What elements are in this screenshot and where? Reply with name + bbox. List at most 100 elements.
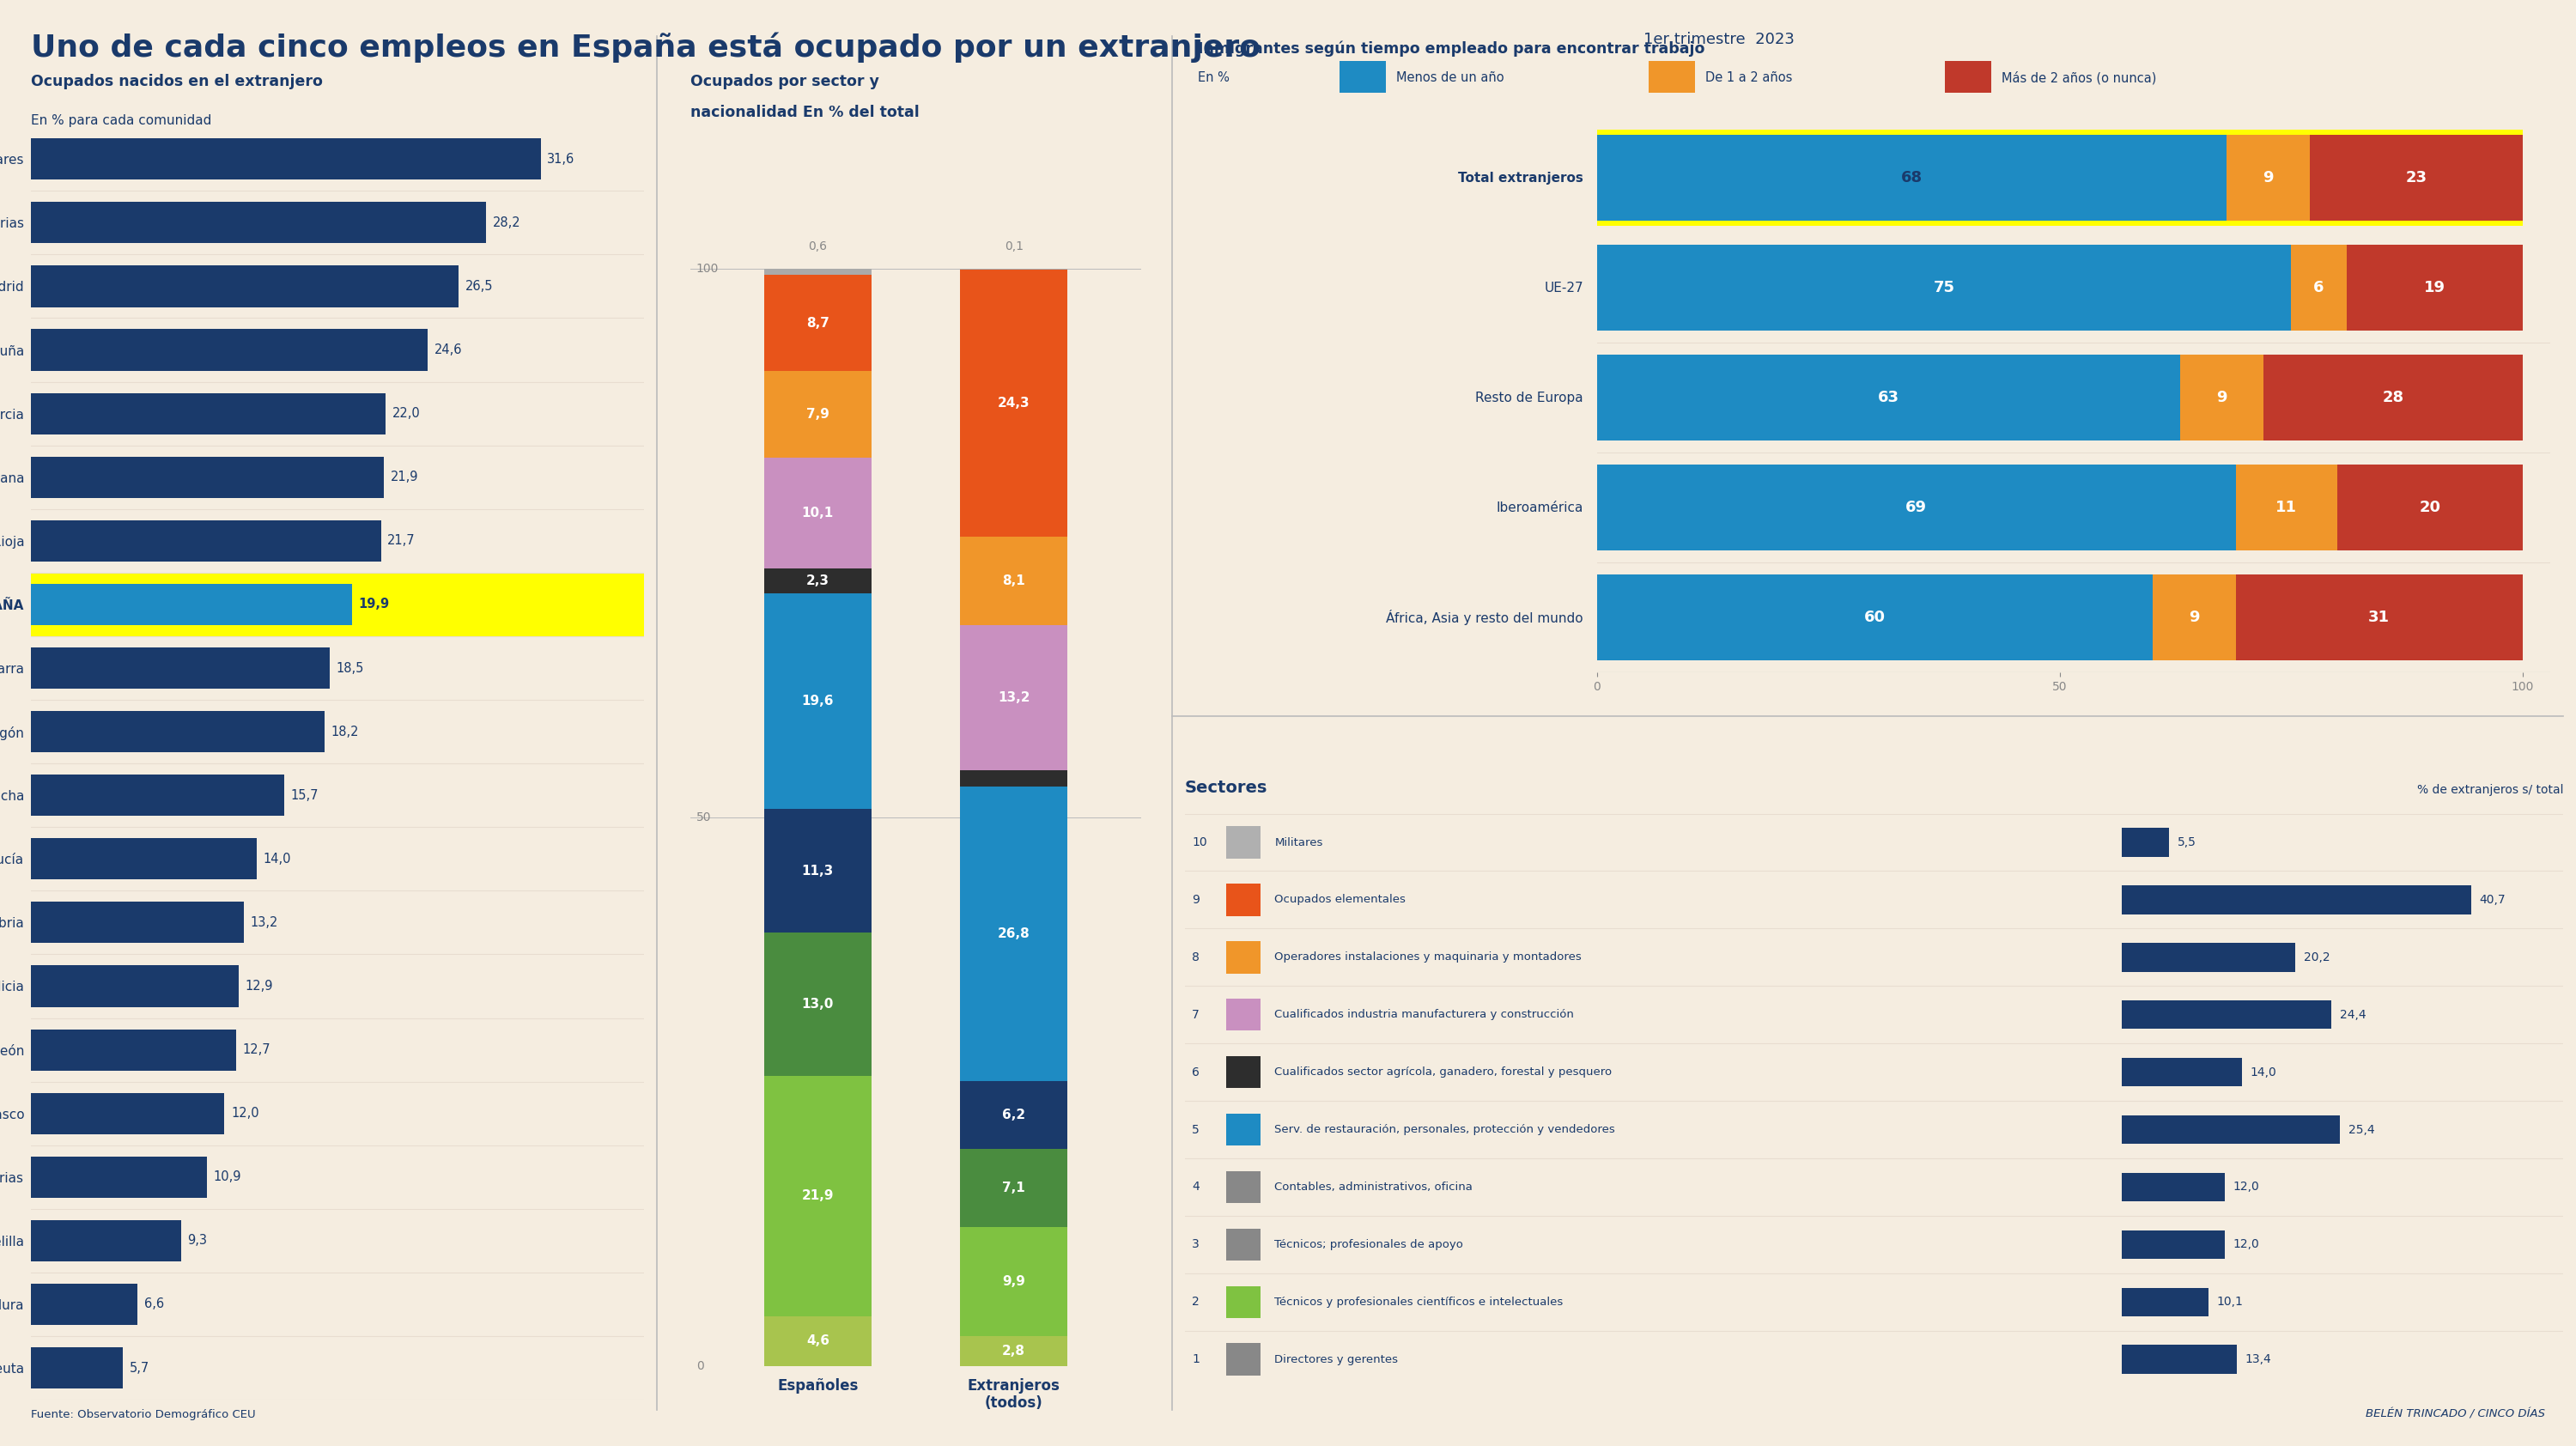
Text: 14,0: 14,0 — [263, 853, 291, 865]
Text: 6: 6 — [1193, 1066, 1200, 1079]
Bar — [1185, 1330, 2563, 1388]
Text: 21,7: 21,7 — [386, 535, 415, 547]
Bar — [1185, 814, 2563, 870]
Text: 28: 28 — [2383, 390, 2403, 405]
Text: 9,9: 9,9 — [1002, 1275, 1025, 1288]
Text: 10,1: 10,1 — [2218, 1296, 2244, 1309]
Text: 13,2: 13,2 — [997, 691, 1030, 704]
Text: Operadores instalaciones y maquinaria y montadores: Operadores instalaciones y maquinaria y … — [1275, 951, 1582, 963]
Text: 26,5: 26,5 — [464, 281, 492, 292]
Bar — [31, 700, 677, 763]
Bar — [2226, 134, 2311, 221]
Text: 1: 1 — [1193, 1353, 1200, 1365]
Text: 20: 20 — [2419, 500, 2439, 515]
Bar — [961, 270, 1066, 536]
Bar — [961, 1336, 1066, 1366]
Text: 8: 8 — [1193, 951, 1200, 963]
Text: Cualificados industria manufacturera y construcción: Cualificados industria manufacturera y c… — [1275, 1009, 1574, 1021]
Text: Ocupados nacidos en el extranjero: Ocupados nacidos en el extranjero — [31, 74, 322, 90]
Bar — [961, 787, 1066, 1082]
Bar — [961, 1150, 1066, 1228]
Bar — [31, 521, 381, 561]
Text: África, Asia y resto del mundo: África, Asia y resto del mundo — [1386, 610, 1584, 625]
Bar — [1597, 354, 2179, 441]
Bar — [31, 1272, 677, 1336]
Bar — [1597, 244, 2290, 331]
Text: 10: 10 — [1193, 836, 1208, 849]
Text: 19: 19 — [2424, 281, 2445, 295]
Text: Iberoamérica: Iberoamérica — [1497, 502, 1584, 513]
Bar — [765, 568, 871, 593]
Bar — [1185, 928, 2563, 986]
FancyBboxPatch shape — [1226, 1171, 1260, 1203]
Text: 5,5: 5,5 — [2177, 836, 2197, 849]
Text: 24,3: 24,3 — [997, 396, 1030, 409]
Text: UE-27: UE-27 — [1543, 282, 1584, 294]
Text: 2: 2 — [1193, 1296, 1200, 1309]
Bar — [2154, 574, 2236, 661]
Bar — [961, 625, 1066, 771]
Text: Inmigrantes según tiempo empleado para encontrar trabajo: Inmigrantes según tiempo empleado para e… — [1198, 40, 1705, 56]
Bar — [1185, 986, 2563, 1044]
Bar — [765, 1316, 871, 1366]
Bar — [765, 1076, 871, 1316]
Bar — [31, 1018, 677, 1082]
Text: 75: 75 — [1935, 281, 1955, 295]
FancyBboxPatch shape — [2123, 1231, 2226, 1259]
FancyBboxPatch shape — [1226, 941, 1260, 973]
Text: 22,0: 22,0 — [392, 408, 420, 419]
Bar — [31, 636, 677, 700]
Bar — [31, 1030, 237, 1070]
Text: 100: 100 — [696, 263, 719, 275]
Text: 11,3: 11,3 — [801, 865, 835, 878]
Bar — [31, 1284, 137, 1325]
Text: 63: 63 — [1878, 390, 1899, 405]
Bar — [31, 191, 677, 254]
FancyBboxPatch shape — [1226, 999, 1260, 1031]
Bar — [1597, 464, 2236, 551]
Bar — [1597, 130, 2522, 226]
Text: 5,7: 5,7 — [129, 1362, 149, 1374]
Text: En % para cada comunidad: En % para cada comunidad — [31, 114, 211, 127]
Text: 0: 0 — [696, 1361, 703, 1372]
Text: Ocupados por sector y: Ocupados por sector y — [690, 74, 878, 90]
Text: 0,1: 0,1 — [1005, 240, 1023, 252]
Text: Directores y gerentes: Directores y gerentes — [1275, 1353, 1399, 1365]
Bar — [31, 775, 283, 816]
FancyBboxPatch shape — [1226, 1056, 1260, 1089]
Bar — [31, 1082, 677, 1145]
FancyBboxPatch shape — [2123, 1001, 2331, 1030]
Bar — [31, 457, 384, 497]
Bar — [961, 1082, 1066, 1150]
Text: Resto de Europa: Resto de Europa — [1476, 392, 1584, 403]
Bar — [2336, 464, 2522, 551]
Text: Más de 2 años (o nunca): Más de 2 años (o nunca) — [2002, 71, 2156, 85]
Text: 19,9: 19,9 — [358, 599, 389, 610]
FancyBboxPatch shape — [2123, 1345, 2236, 1374]
Text: Menos de un año: Menos de un año — [1396, 72, 1504, 84]
Text: 60: 60 — [1865, 610, 1886, 625]
Text: 10,9: 10,9 — [214, 1171, 242, 1183]
Text: 9: 9 — [1193, 894, 1200, 905]
Bar — [31, 966, 240, 1006]
Bar — [2236, 574, 2522, 661]
FancyBboxPatch shape — [1226, 826, 1260, 859]
Bar — [31, 1336, 677, 1400]
Bar — [31, 127, 677, 191]
Bar — [31, 509, 677, 573]
Text: 9: 9 — [2215, 390, 2228, 405]
Bar — [961, 771, 1066, 787]
Bar — [765, 808, 871, 933]
Bar — [1185, 870, 2563, 928]
Text: 26,8: 26,8 — [997, 927, 1030, 940]
Bar — [1185, 1274, 2563, 1330]
Text: 5: 5 — [1193, 1124, 1200, 1135]
Bar — [31, 902, 245, 943]
Bar — [31, 839, 258, 879]
Bar — [31, 266, 459, 307]
FancyBboxPatch shape — [1226, 884, 1260, 915]
Text: 12,0: 12,0 — [2233, 1181, 2259, 1193]
FancyBboxPatch shape — [1226, 1285, 1260, 1319]
Bar — [31, 254, 677, 318]
Bar — [2179, 354, 2264, 441]
